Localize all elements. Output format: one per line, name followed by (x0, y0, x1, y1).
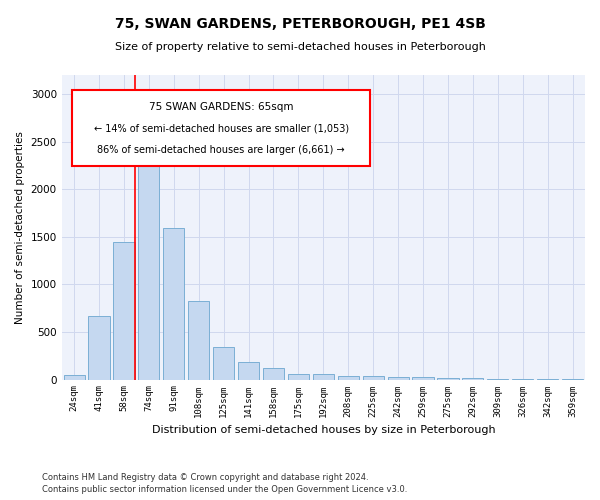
FancyBboxPatch shape (72, 90, 370, 166)
Bar (437, 378, 458, 380)
Text: Contains public sector information licensed under the Open Government Licence v3: Contains public sector information licen… (42, 485, 407, 494)
Bar (138, 142, 160, 380)
Text: 86% of semi-detached houses are larger (6,661) →: 86% of semi-detached houses are larger (… (97, 144, 345, 154)
Bar (188, 300, 209, 380)
Bar (64, 376, 85, 380)
Y-axis label: Number of semi-detached properties: Number of semi-detached properties (15, 131, 25, 324)
Bar (362, 376, 384, 380)
Text: Size of property relative to semi-detached houses in Peterborough: Size of property relative to semi-detach… (115, 42, 485, 52)
Bar (313, 374, 334, 380)
Bar (338, 376, 359, 380)
Text: 75, SWAN GARDENS, PETERBOROUGH, PE1 4SB: 75, SWAN GARDENS, PETERBOROUGH, PE1 4SB (115, 18, 485, 32)
X-axis label: Distribution of semi-detached houses by size in Peterborough: Distribution of semi-detached houses by … (152, 425, 495, 435)
Bar (412, 377, 434, 380)
Text: 75 SWAN GARDENS: 65sqm: 75 SWAN GARDENS: 65sqm (149, 102, 293, 112)
Bar (163, 228, 184, 380)
Text: Contains HM Land Registry data © Crown copyright and database right 2024.: Contains HM Land Registry data © Crown c… (42, 472, 368, 482)
Bar (288, 374, 309, 380)
Bar (388, 376, 409, 380)
Bar (213, 346, 234, 380)
Bar (88, 316, 110, 380)
Bar (238, 362, 259, 380)
Bar (263, 368, 284, 380)
Bar (487, 378, 508, 380)
Text: ← 14% of semi-detached houses are smaller (1,053): ← 14% of semi-detached houses are smalle… (94, 124, 349, 134)
Bar (462, 378, 484, 380)
Bar (113, 242, 134, 380)
